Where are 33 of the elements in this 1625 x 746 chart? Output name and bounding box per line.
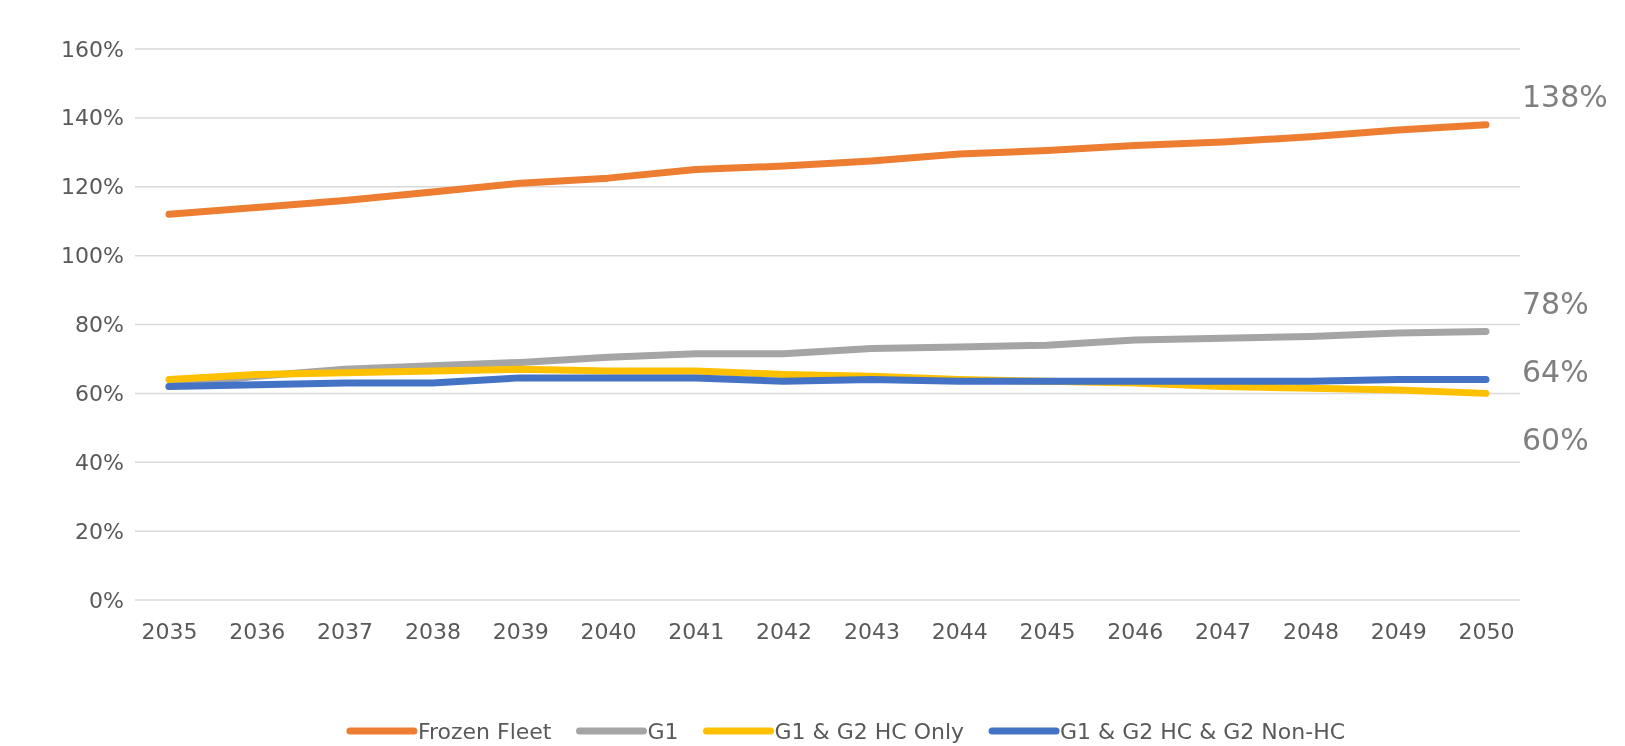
legend-label: G1 & G2 HC & G2 Non-HC: [1060, 718, 1346, 744]
x-tick-label: 2050: [1458, 619, 1515, 644]
x-tick-label: 2043: [843, 619, 900, 644]
y-tick-label: 120%: [61, 174, 124, 200]
x-tick-label: 2038: [404, 619, 461, 644]
y-tick-label: 80%: [75, 312, 124, 338]
data-label: 64%: [1522, 353, 1589, 389]
legend-label: Frozen Fleet: [417, 718, 552, 744]
data-label: 78%: [1522, 285, 1589, 321]
legend-label: G1 & G2 HC Only: [774, 718, 965, 744]
data-label: 60%: [1522, 421, 1589, 457]
y-tick-label: 100%: [61, 243, 124, 269]
data-label: 138%: [1522, 79, 1608, 115]
x-tick-label: 2044: [931, 619, 988, 644]
x-tick-label: 2047: [1195, 619, 1252, 644]
legend-label: G1: [647, 718, 679, 744]
x-tick-label: 2045: [1019, 619, 1076, 644]
y-tick-label: 60%: [75, 380, 124, 406]
x-tick-label: 2039: [492, 619, 549, 644]
x-tick-label: 2049: [1370, 619, 1427, 644]
x-tick-label: 2036: [229, 619, 286, 644]
x-tick-label: 2046: [1107, 619, 1164, 644]
x-tick-label: 2037: [317, 619, 374, 644]
x-tick-label: 2048: [1282, 619, 1339, 644]
y-tick-label: 0%: [89, 587, 124, 613]
y-tick-label: 40%: [75, 449, 124, 475]
y-tick-label: 140%: [61, 105, 124, 131]
y-tick-label: 20%: [75, 518, 124, 544]
x-tick-label: 2040: [580, 619, 637, 644]
x-tick-label: 2035: [141, 619, 198, 644]
x-tick-label: 2041: [668, 619, 725, 644]
x-tick-label: 2042: [756, 619, 813, 644]
y-tick-label: 160%: [61, 36, 124, 62]
